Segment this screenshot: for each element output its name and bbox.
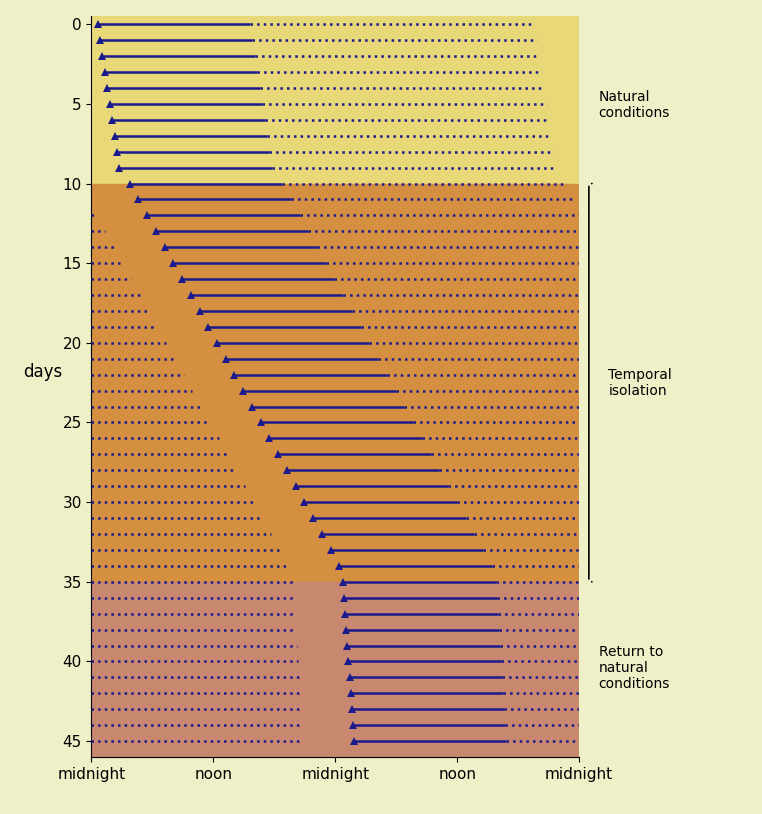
Bar: [91, 582, 579, 765]
Bar: [91, 183, 579, 582]
Bar: [91, 16, 579, 183]
Text: Temporal
isolation: Temporal isolation: [608, 368, 672, 398]
Text: days: days: [23, 363, 62, 381]
Text: Return to
natural
conditions: Return to natural conditions: [599, 645, 670, 691]
Text: Natural
conditions: Natural conditions: [599, 90, 670, 120]
